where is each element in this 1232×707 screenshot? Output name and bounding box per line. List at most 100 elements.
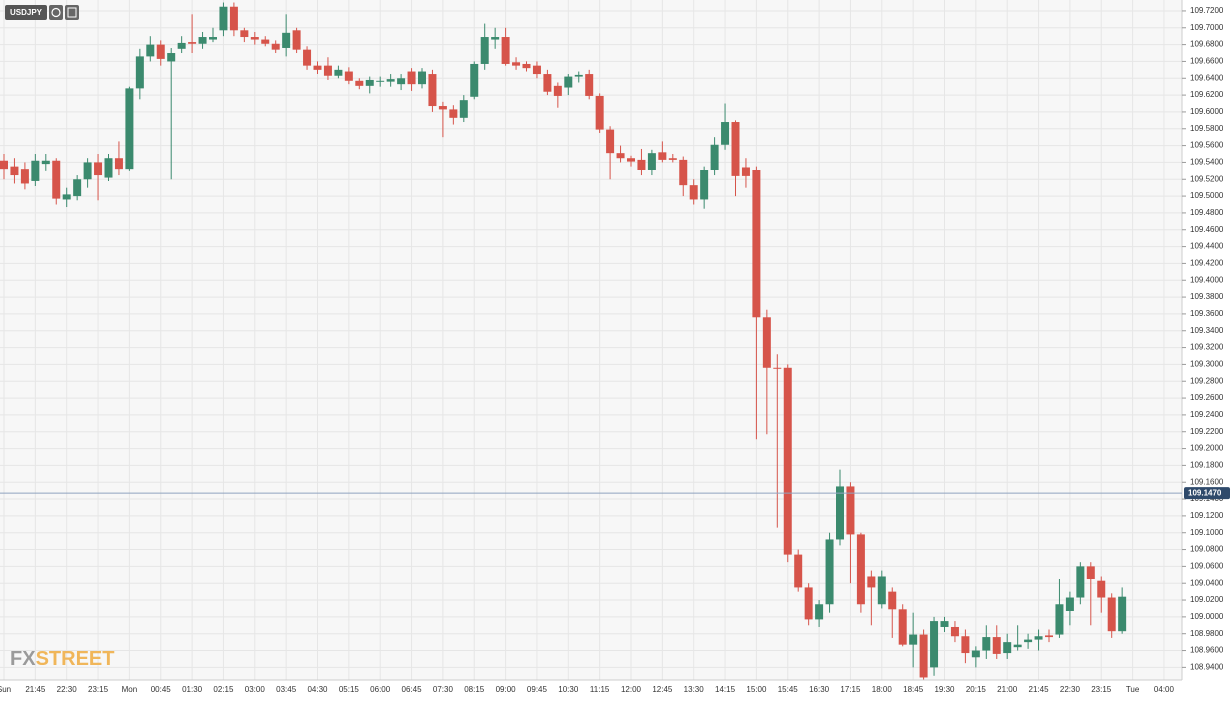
y-tick-label: 109.7200 <box>1190 6 1224 15</box>
candle-body <box>177 42 186 49</box>
y-tick-label: 109.2600 <box>1190 393 1224 402</box>
x-tick-label: 09:45 <box>527 685 548 694</box>
candle-body <box>971 650 980 658</box>
candle-body <box>1065 597 1074 611</box>
candle-body <box>961 636 970 654</box>
x-tick-label: Tue <box>1126 685 1140 694</box>
y-tick-label: 109.4400 <box>1190 242 1224 251</box>
x-tick-label: 08:15 <box>464 685 485 694</box>
candle-body <box>344 71 353 81</box>
candle-body <box>1118 596 1127 632</box>
candle-body <box>637 159 646 170</box>
y-tick-label: 109.6400 <box>1190 73 1224 82</box>
y-tick-label: 109.0200 <box>1190 595 1224 604</box>
candle-body <box>616 153 625 159</box>
y-tick-label: 109.0000 <box>1190 612 1224 621</box>
candle-body <box>982 637 991 651</box>
candle-body <box>397 78 406 85</box>
y-tick-label: 109.0600 <box>1190 561 1224 570</box>
candle-body <box>741 167 750 176</box>
x-tick-label: 10:30 <box>558 685 579 694</box>
y-tick-label: 109.2400 <box>1190 410 1224 419</box>
candle-body <box>627 158 635 162</box>
y-tick-label: 109.4600 <box>1190 225 1224 234</box>
candle-body <box>553 85 562 96</box>
candle-body <box>1107 597 1116 632</box>
candle-body <box>303 49 312 66</box>
candle-body <box>146 44 155 57</box>
candle-body <box>480 37 489 64</box>
x-tick-label: 06:45 <box>402 685 423 694</box>
candle-body <box>647 153 656 170</box>
candle-body <box>104 158 113 178</box>
candle-body <box>198 37 207 44</box>
y-tick-label: 109.5000 <box>1190 191 1224 200</box>
candle-body <box>334 69 343 76</box>
y-tick-label: 109.5800 <box>1190 124 1224 133</box>
candle-body <box>459 100 468 118</box>
watermark: FXSTREET <box>10 648 114 670</box>
x-tick-label: 23:15 <box>1091 685 1112 694</box>
candle-body <box>940 621 949 627</box>
x-tick-label: 09:00 <box>496 685 517 694</box>
x-tick-label: 06:00 <box>370 685 391 694</box>
candle-body <box>323 65 332 76</box>
candle-body <box>752 170 761 318</box>
candle-body <box>804 587 813 620</box>
x-tick-label: 17:15 <box>840 685 861 694</box>
y-tick-label: 109.6800 <box>1190 40 1224 49</box>
y-tick-label: 109.5600 <box>1190 141 1224 150</box>
x-tick-label: 22:30 <box>57 685 78 694</box>
candle-body <box>271 43 280 50</box>
refresh-button[interactable] <box>49 5 63 20</box>
x-tick-label: 12:45 <box>652 685 673 694</box>
candle-body <box>668 158 677 160</box>
candle-body <box>94 162 103 176</box>
candle-body <box>1086 566 1095 580</box>
symbol-badge[interactable] <box>5 5 47 20</box>
candle-body <box>898 609 907 645</box>
candle-body <box>114 158 123 170</box>
candle-body <box>386 79 395 82</box>
y-tick-label: 109.4200 <box>1190 259 1224 268</box>
candle-body <box>282 32 291 48</box>
candle-body <box>501 37 510 64</box>
x-tick-label: 04:00 <box>1154 685 1175 694</box>
x-tick-label: 11:15 <box>590 685 610 694</box>
candle-body <box>250 37 259 40</box>
candle-body <box>167 53 176 62</box>
y-tick-label: 109.4800 <box>1190 208 1224 217</box>
x-tick-label: 13:30 <box>684 685 705 694</box>
x-tick-label: 16:30 <box>809 685 830 694</box>
candle-body <box>0 160 8 170</box>
candle-body <box>543 74 552 92</box>
logo-suffix: STREET <box>36 648 115 670</box>
x-tick-label: 00:45 <box>151 685 172 694</box>
candle-body <box>52 160 61 199</box>
x-tick-label: 04:30 <box>307 685 328 694</box>
candle-body <box>909 634 918 645</box>
x-tick-label: 21:00 <box>997 685 1018 694</box>
candle-body <box>815 604 824 620</box>
candle-body <box>950 626 959 637</box>
x-tick-label: 07:30 <box>433 685 454 694</box>
candle-body <box>1034 636 1043 640</box>
calendar-button[interactable] <box>65 5 79 20</box>
candle-body <box>229 6 238 31</box>
candle-body <box>470 63 479 97</box>
candle-body <box>762 317 771 368</box>
candle-body <box>449 109 458 118</box>
candle-body <box>1055 604 1064 635</box>
candle-body <box>41 160 50 165</box>
x-tick-label: 18:00 <box>872 685 893 694</box>
candle-body <box>1003 642 1012 654</box>
candle-body <box>595 95 604 130</box>
x-tick-label: 01:30 <box>182 685 203 694</box>
candle-body <box>428 74 437 107</box>
x-tick-label: 03:00 <box>245 685 266 694</box>
y-tick-label: 109.2800 <box>1190 376 1224 385</box>
plot-area <box>0 0 1182 680</box>
y-tick-label: 109.0400 <box>1190 578 1224 587</box>
y-tick-label: 109.7000 <box>1190 23 1224 32</box>
y-tick-label: 109.1600 <box>1190 477 1224 486</box>
